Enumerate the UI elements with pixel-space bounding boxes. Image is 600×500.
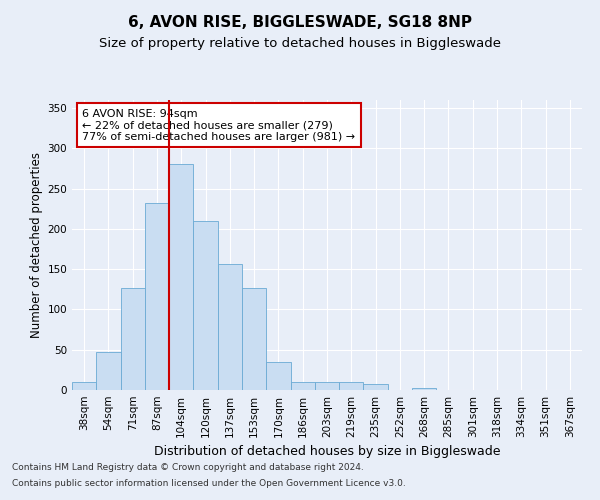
Bar (364, 384, 388, 390)
Bar (121, 288, 145, 390)
X-axis label: Distribution of detached houses by size in Biggleswade: Distribution of detached houses by size … (154, 446, 500, 458)
Text: Contains public sector information licensed under the Open Government Licence v3: Contains public sector information licen… (12, 478, 406, 488)
Bar (290, 382, 315, 390)
Text: Size of property relative to detached houses in Biggleswade: Size of property relative to detached ho… (99, 38, 501, 51)
Text: 6 AVON RISE: 94sqm
← 22% of detached houses are smaller (279)
77% of semi-detach: 6 AVON RISE: 94sqm ← 22% of detached hou… (82, 108, 355, 142)
Bar (218, 264, 242, 390)
Bar (96, 352, 121, 390)
Bar (339, 382, 364, 390)
Bar (193, 221, 218, 390)
Bar (72, 382, 96, 390)
Bar (242, 288, 266, 390)
Bar (145, 203, 169, 390)
Bar (266, 362, 290, 390)
Bar (412, 388, 436, 390)
Bar (315, 382, 339, 390)
Text: Contains HM Land Registry data © Crown copyright and database right 2024.: Contains HM Land Registry data © Crown c… (12, 464, 364, 472)
Text: 6, AVON RISE, BIGGLESWADE, SG18 8NP: 6, AVON RISE, BIGGLESWADE, SG18 8NP (128, 15, 472, 30)
Y-axis label: Number of detached properties: Number of detached properties (30, 152, 43, 338)
Bar (169, 164, 193, 390)
